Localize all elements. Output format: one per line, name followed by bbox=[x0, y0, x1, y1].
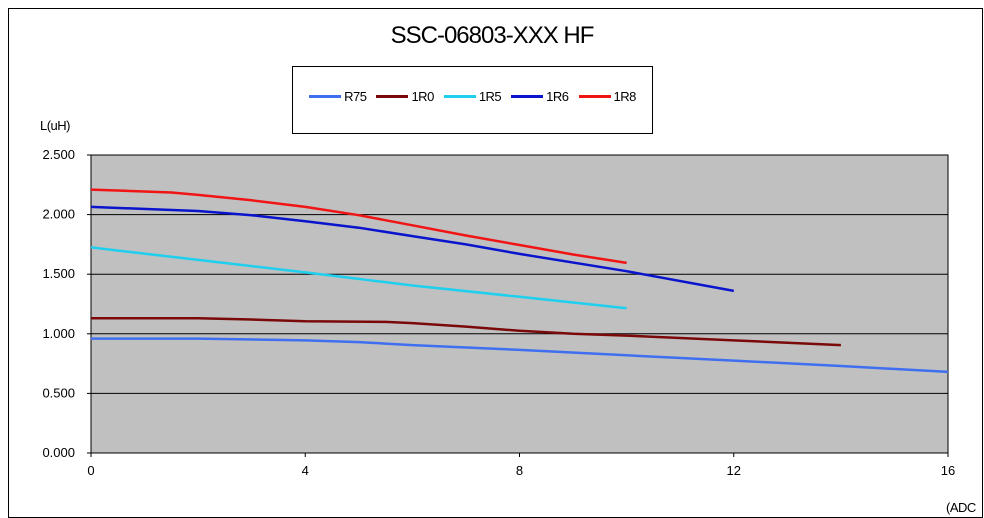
legend-swatch bbox=[309, 95, 342, 98]
legend-label: 1R5 bbox=[478, 89, 502, 104]
series-line-1r6 bbox=[90, 205, 735, 293]
y-axis-label: L(uH) bbox=[40, 118, 71, 133]
y-tick-label: 1.500 bbox=[42, 266, 75, 281]
y-tick-label: 0.000 bbox=[42, 445, 75, 460]
legend-swatch bbox=[443, 95, 476, 98]
series-line-1r5 bbox=[90, 246, 627, 310]
x-tick-label: 12 bbox=[727, 463, 741, 478]
y-tick-label: 1.000 bbox=[42, 326, 75, 341]
legend-item-1r0: 1R0 bbox=[376, 89, 434, 104]
legend-swatch bbox=[511, 95, 544, 98]
chart-legend: R75 1R0 1R5 1R6 1R8 bbox=[292, 66, 653, 134]
x-tick-label: 0 bbox=[87, 463, 94, 478]
x-tick-label: 8 bbox=[516, 463, 523, 478]
x-axis-label: (ADC bbox=[946, 500, 976, 515]
legend-label: R75 bbox=[344, 89, 367, 104]
x-tick-label: 16 bbox=[941, 463, 955, 478]
legend-row: R75 1R0 1R5 1R6 1R8 bbox=[293, 89, 652, 104]
plot-background bbox=[90, 154, 949, 454]
y-tick-label: 0.500 bbox=[42, 385, 75, 400]
legend-item-1r5: 1R5 bbox=[443, 89, 502, 104]
legend-item-1r6: 1R6 bbox=[511, 89, 569, 104]
legend-label: 1R8 bbox=[613, 89, 637, 104]
legend-swatch bbox=[578, 95, 611, 98]
legend-label: 1R6 bbox=[546, 89, 569, 104]
series-line-1r0 bbox=[91, 317, 841, 347]
y-tick-label: 2.000 bbox=[42, 207, 75, 222]
series-line-r75 bbox=[91, 337, 949, 374]
legend-swatch bbox=[376, 95, 409, 98]
y-tick-label: 2.500 bbox=[42, 147, 75, 162]
chart-title: SSC-06803-XXX HF bbox=[390, 22, 595, 49]
x-tick-label: 4 bbox=[302, 463, 309, 478]
series-line-1r8 bbox=[90, 188, 627, 265]
legend-item-1r8: 1R8 bbox=[578, 89, 637, 104]
legend-label: 1R0 bbox=[411, 89, 434, 104]
legend-item-r75: R75 bbox=[309, 89, 367, 104]
